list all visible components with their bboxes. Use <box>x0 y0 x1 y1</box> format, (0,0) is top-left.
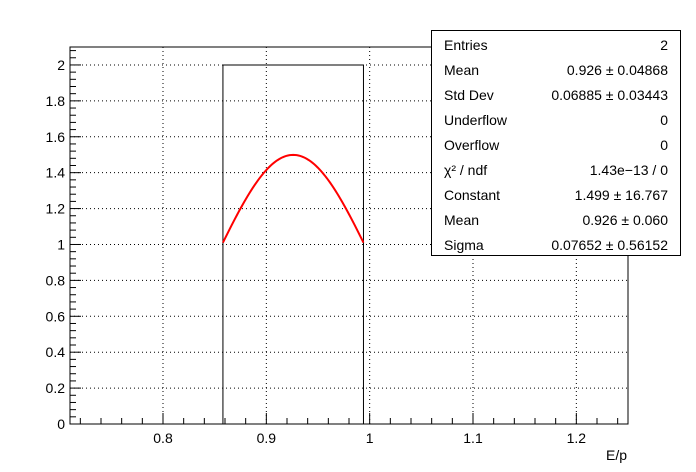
y-tick-label: 2 <box>57 57 65 73</box>
x-tick-label: 1.1 <box>463 430 483 446</box>
stats-row: Overflow 0 <box>432 133 680 158</box>
stats-value: 0.06885 ± 0.03443 <box>551 87 668 103</box>
stats-label: Mean <box>444 62 480 78</box>
stats-label: Mean <box>444 212 480 228</box>
y-tick-label: 0.6 <box>46 308 66 324</box>
stats-label: Entries <box>444 37 488 53</box>
y-tick-label: 0 <box>57 416 65 432</box>
stats-row: Sigma 0.07652 ± 0.56152 <box>432 233 680 258</box>
stats-row: χ² / ndf 1.43e−13 / 0 <box>432 158 680 183</box>
stats-row: Constant 1.499 ± 16.767 <box>432 183 680 208</box>
stats-box: Entries 2 Mean 0.926 ± 0.04868 Std Dev 0.0688… <box>431 30 681 256</box>
y-tick-label: 1 <box>57 236 65 252</box>
y-tick-label: 1.4 <box>46 165 66 181</box>
stats-value: 0 <box>660 112 668 128</box>
y-tick-label: 0.8 <box>46 272 66 288</box>
stats-label: Constant <box>444 187 501 203</box>
x-tick-label: 0.9 <box>257 430 277 446</box>
stats-value: 0.07652 ± 0.56152 <box>551 237 668 253</box>
stats-row: Mean 0.926 ± 0.04868 <box>432 58 680 83</box>
x-tick-label: 1.2 <box>567 430 587 446</box>
stats-label: Std Dev <box>444 87 494 103</box>
y-tick-label: 0.2 <box>46 380 66 396</box>
x-tick-label: 0.8 <box>153 430 173 446</box>
x-tick-labels: 0.8 0.9 1 1.1 1.2 <box>153 430 586 446</box>
stats-label: Overflow <box>444 137 500 153</box>
x-tick-label: 1 <box>366 430 374 446</box>
histogram-bin <box>222 64 364 424</box>
stats-value: 1.43e−13 / 0 <box>589 162 668 178</box>
y-tick-label: 0.4 <box>46 344 66 360</box>
stats-value: 0 <box>660 137 668 153</box>
stats-value: 0.926 ± 0.04868 <box>566 62 668 78</box>
stats-row: Mean 0.926 ± 0.060 <box>432 208 680 233</box>
stats-value: 2 <box>660 37 668 53</box>
stats-value: 1.499 ± 16.767 <box>574 187 668 203</box>
stats-row: Entries 2 <box>432 33 680 58</box>
axis-ticks <box>70 50 619 425</box>
x-axis-title: E/p <box>606 447 627 463</box>
stats-row: Underflow 0 <box>432 108 680 133</box>
stats-label: χ² / ndf <box>444 162 488 178</box>
gaussian-fit-curve <box>222 153 365 244</box>
stats-label: Sigma <box>444 237 484 253</box>
stats-label: Underflow <box>444 112 508 128</box>
y-tick-label: 1.8 <box>46 93 66 109</box>
histogram-bars <box>222 64 364 424</box>
y-tick-label: 1.2 <box>46 201 66 217</box>
y-tick-labels: 0 0.2 0.4 0.6 0.8 1 1.2 1.4 1.6 1.8 2 <box>46 57 66 432</box>
y-tick-label: 1.6 <box>46 129 66 145</box>
stats-row: Std Dev 0.06885 ± 0.03443 <box>432 83 680 108</box>
stats-value: 0.926 ± 0.060 <box>582 212 668 228</box>
